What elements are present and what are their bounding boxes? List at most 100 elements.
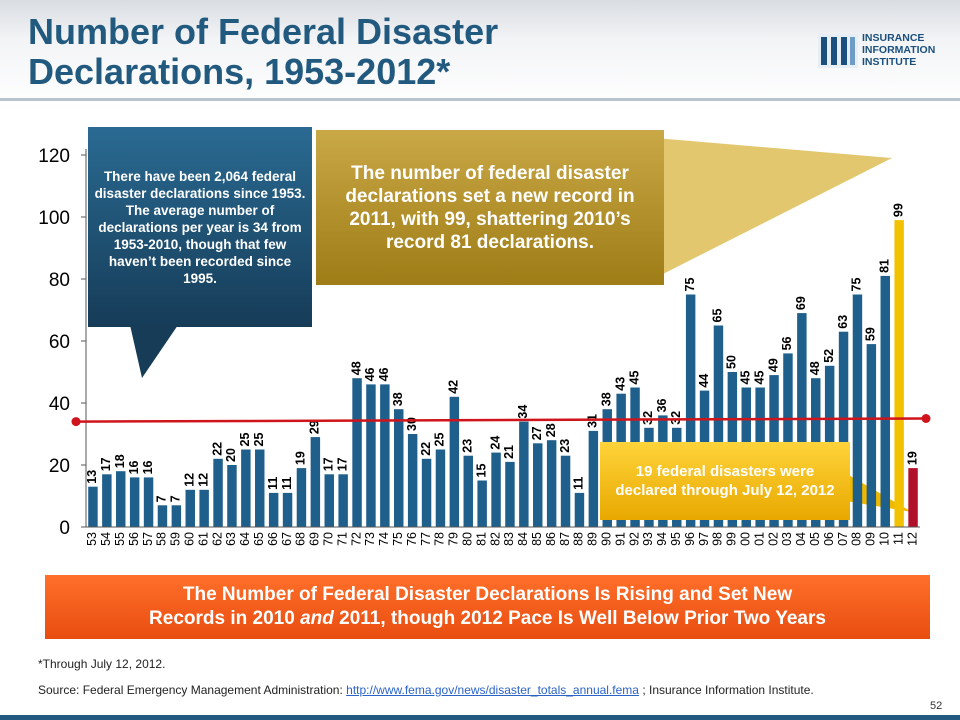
- x-tick-label: 66: [266, 532, 280, 546]
- x-tick-label: 79: [447, 532, 461, 546]
- bar: [366, 384, 376, 527]
- bar-data-label: 34: [516, 405, 530, 419]
- source-prefix: Source: Federal Emergency Management Adm…: [38, 683, 347, 697]
- bar-data-label: 17: [335, 457, 349, 471]
- bar: [449, 396, 460, 527]
- bar: [546, 440, 557, 527]
- bar-data-label: 18: [113, 454, 127, 468]
- bar-data-label: 36: [655, 398, 669, 412]
- bar: [463, 455, 473, 527]
- x-tick-label: 56: [127, 532, 141, 546]
- x-tick-label: 67: [280, 532, 294, 546]
- bar-data-label: 52: [822, 349, 836, 363]
- x-tick-label: 95: [669, 532, 683, 546]
- bar: [282, 492, 293, 527]
- bar: [185, 489, 195, 527]
- page-title: Number of Federal Disaster Declarations,…: [28, 12, 748, 92]
- callout-record-text: The number of federal disaster declarati…: [345, 162, 635, 253]
- bar-data-label: 11: [280, 477, 294, 490]
- bar: [310, 437, 321, 527]
- callout-average: There have been 2,064 federal disaster d…: [88, 127, 312, 327]
- x-tick-label: 62: [210, 532, 224, 546]
- bar: [352, 378, 362, 527]
- x-tick-label: 88: [572, 532, 586, 546]
- bar-data-label: 81: [878, 259, 892, 273]
- callout-ytd-text: 19 federal disasters were declared throu…: [615, 463, 835, 499]
- source-note: Source: Federal Emergency Management Adm…: [38, 684, 838, 697]
- bar-data-label: 23: [558, 439, 572, 453]
- y-tick-label: 20: [49, 456, 70, 477]
- x-tick-label: 08: [850, 532, 864, 546]
- x-tick-label: 69: [308, 532, 322, 546]
- x-tick-label: 72: [349, 532, 363, 546]
- banner-line-2-post: 2011, though 2012 Pace Is Well Below Pri…: [333, 608, 826, 629]
- bar-data-label: 16: [127, 460, 141, 474]
- y-tick-label: 40: [49, 394, 70, 415]
- bar-data-label: 19: [905, 451, 919, 465]
- x-tick-label: 94: [655, 532, 669, 546]
- x-tick-label: 77: [419, 532, 433, 546]
- x-tick-label: 53: [85, 532, 99, 546]
- bar: [783, 353, 793, 527]
- bar-data-label: 19: [294, 451, 308, 465]
- trend-line-stroke: [75, 417, 927, 423]
- bar: [908, 468, 918, 527]
- title-line-2: Declarations, 1953-2012*: [28, 51, 451, 92]
- bar-data-label: 28: [544, 423, 558, 437]
- bar-data-label: 49: [766, 358, 780, 372]
- logo-text: INSURANCE INFORMATION INSTITUTE: [862, 32, 936, 68]
- x-tick-label: 09: [864, 532, 878, 546]
- x-tick-label: 86: [544, 532, 558, 546]
- bar-data-label: 48: [349, 361, 363, 375]
- bar: [477, 480, 487, 527]
- x-tick-label: 90: [600, 532, 614, 546]
- x-tick-label: 03: [780, 532, 794, 546]
- banner-line-1: The Number of Federal Disaster Declarati…: [182, 584, 793, 605]
- bar-data-label: 63: [836, 315, 850, 329]
- x-tick-label: 55: [113, 532, 127, 546]
- callout-record: The number of federal disaster declarati…: [316, 130, 664, 285]
- x-tick-label: 04: [794, 532, 808, 546]
- y-tick-label: 80: [49, 270, 70, 291]
- x-tick-label: 74: [377, 532, 391, 546]
- bar: [491, 452, 501, 527]
- bar: [394, 409, 404, 527]
- x-tick-label: 70: [322, 532, 336, 546]
- x-tick-label: 85: [530, 532, 544, 546]
- bar-data-label: 7: [169, 495, 183, 502]
- bar-data-label: 43: [613, 377, 627, 391]
- x-tick-label: 58: [155, 532, 169, 546]
- bar: [338, 474, 348, 527]
- bar: [505, 461, 515, 527]
- bar-data-label: 38: [600, 392, 614, 406]
- title-divider: [0, 98, 960, 101]
- x-tick-label: 60: [183, 532, 197, 546]
- bar-data-label: 11: [572, 477, 586, 490]
- source-link[interactable]: http://www.fema.gov/news/disaster_totals…: [346, 683, 639, 697]
- bar: [102, 474, 112, 527]
- iii-logo-icon: [818, 34, 858, 68]
- bar: [380, 384, 390, 527]
- x-tick-label: 65: [252, 532, 266, 546]
- bar: [880, 275, 890, 527]
- x-tick-label: 96: [683, 532, 697, 546]
- bar: [866, 344, 877, 527]
- x-tick-label: 61: [196, 532, 210, 546]
- bar-data-label: 65: [711, 309, 725, 323]
- bar: [713, 325, 724, 527]
- bar-data-label: 12: [196, 473, 210, 487]
- x-tick-label: 73: [363, 532, 377, 546]
- bar-data-label: 24: [488, 436, 502, 450]
- bar-data-label: 45: [752, 371, 766, 385]
- x-tick-label: 06: [822, 532, 836, 546]
- bar-data-label: 42: [447, 380, 461, 394]
- source-suffix: ; Insurance Information Institute.: [638, 683, 814, 697]
- bar: [116, 471, 126, 527]
- callout-record-tail: [655, 138, 892, 278]
- x-tick-label: 99: [725, 532, 739, 546]
- bar-data-label: 38: [391, 392, 405, 406]
- x-tick-label: 92: [627, 532, 641, 546]
- x-tick-label: 57: [141, 532, 155, 546]
- x-tick-label: 05: [808, 532, 822, 546]
- bar: [157, 505, 168, 527]
